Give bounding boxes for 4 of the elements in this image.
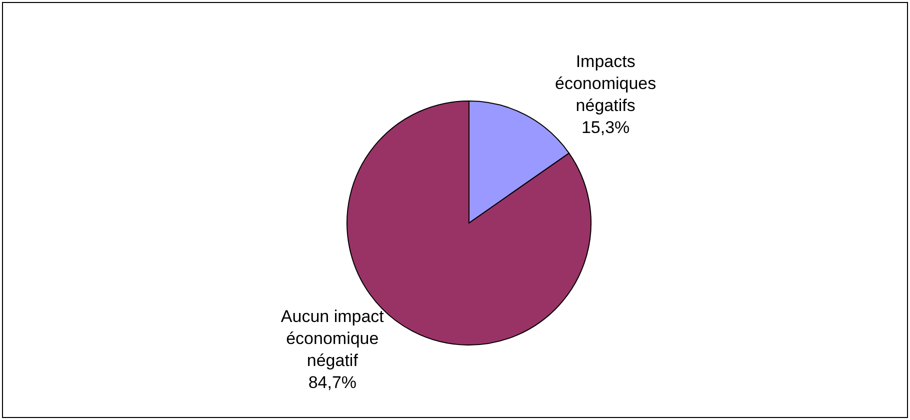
data-label: 84,7% <box>308 373 357 392</box>
slice-label: Impacts économiques négatifs <box>555 52 656 115</box>
data-label: 15,3% <box>581 118 630 137</box>
slice-label: Aucun impact économique négatif <box>280 307 384 370</box>
